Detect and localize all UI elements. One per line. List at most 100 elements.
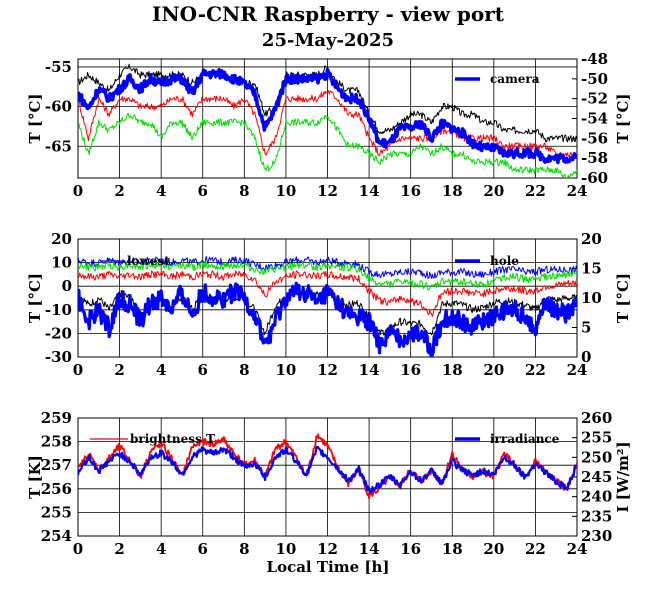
x-tick-label: 8 bbox=[239, 361, 249, 379]
x-tick-label: 0 bbox=[73, 361, 83, 379]
y-left-tick-label: 255 bbox=[41, 503, 72, 521]
x-tick-label: 4 bbox=[156, 182, 166, 200]
y-right-tick-label: 10 bbox=[581, 289, 602, 307]
y-right-tick-label: -48 bbox=[581, 50, 608, 68]
x-tick-label: 10 bbox=[275, 182, 296, 200]
y-axis-label-right: T [°C] bbox=[614, 93, 632, 143]
y-right-tick-label: 260 bbox=[581, 409, 612, 427]
y-axis-label-left: T [°C] bbox=[26, 273, 44, 323]
series-group bbox=[78, 433, 577, 500]
y-right-tick-label: 5 bbox=[581, 319, 591, 337]
y-right-tick-label: -60 bbox=[581, 169, 608, 187]
y-right-tick-label: -58 bbox=[581, 149, 608, 167]
chart-title: INO-CNR Raspberry - view port bbox=[152, 2, 505, 26]
x-tick-label: 6 bbox=[198, 540, 208, 558]
legend-label: lowest bbox=[127, 254, 170, 268]
x-tick-label: 24 bbox=[567, 361, 588, 379]
x-tick-label: 12 bbox=[317, 540, 338, 558]
y-left-tick-label: -65 bbox=[45, 137, 72, 155]
chart-panel-3: 0 2 4 6 8 10 12 14 16 18 20 22 242592582572562552542… bbox=[26, 409, 632, 558]
y-right-tick-label: 240 bbox=[581, 488, 612, 506]
legend-label: irradiance bbox=[490, 432, 560, 446]
x-tick-label: 20 bbox=[483, 361, 504, 379]
y-right-tick-label: 230 bbox=[581, 527, 612, 545]
series-line-black bbox=[78, 63, 577, 143]
x-tick-label: 22 bbox=[525, 182, 546, 200]
y-left-tick-label: 257 bbox=[41, 456, 72, 474]
y-left-tick-label: -60 bbox=[45, 98, 72, 116]
x-tick-label: 4 bbox=[156, 361, 166, 379]
series-line-blue bbox=[78, 256, 577, 279]
x-tick-label: 20 bbox=[483, 182, 504, 200]
y-right-tick-label: -50 bbox=[581, 70, 608, 88]
x-tick-label: 10 bbox=[275, 540, 296, 558]
y-left-tick-label: 10 bbox=[51, 254, 72, 272]
x-tick-label: 16 bbox=[400, 361, 421, 379]
series-group bbox=[78, 63, 577, 178]
x-tick-label: 10 bbox=[275, 361, 296, 379]
x-tick-label: 4 bbox=[156, 540, 166, 558]
x-tick-label: 24 bbox=[567, 182, 588, 200]
x-tick-label: 14 bbox=[359, 361, 380, 379]
y-right-tick-label: 20 bbox=[581, 230, 602, 248]
y-axis-label-right: I [W/m²] bbox=[614, 441, 632, 512]
x-tick-label: 12 bbox=[317, 361, 338, 379]
y-left-tick-label: -30 bbox=[45, 348, 72, 366]
chart-subtitle: 25-May-2025 bbox=[262, 30, 394, 51]
x-axis-label: Local Time [h] bbox=[267, 558, 390, 576]
y-left-tick-label: 254 bbox=[41, 527, 72, 545]
y-right-tick-label: 250 bbox=[581, 448, 612, 466]
x-tick-label: 2 bbox=[114, 540, 124, 558]
y-right-tick-label: 0 bbox=[581, 348, 591, 366]
x-tick-label: 18 bbox=[442, 182, 463, 200]
x-tick-label: 2 bbox=[114, 361, 124, 379]
y-left-tick-label: 258 bbox=[41, 433, 72, 451]
x-tick-label: 24 bbox=[567, 540, 588, 558]
y-axis-label-left: T [°C] bbox=[26, 93, 44, 143]
chart-panel-2: 0 2 4 6 8 10 12 14 16 18 20 22 2420100-10-20-3020151… bbox=[26, 230, 632, 379]
series-line-green bbox=[78, 260, 577, 291]
series-line-blue-right-axis bbox=[78, 67, 577, 165]
series-line-blue-right-axis bbox=[78, 445, 577, 494]
y-right-tick-label: -54 bbox=[581, 110, 608, 128]
x-tick-label: 16 bbox=[400, 182, 421, 200]
y-left-tick-label: 20 bbox=[51, 230, 72, 248]
x-tick-label: 20 bbox=[483, 540, 504, 558]
chart-panel-1: 0 2 4 6 8 10 12 14 16 18 20 22 24-55-60-65-48-50-52-… bbox=[26, 50, 632, 200]
x-tick-label: 14 bbox=[359, 182, 380, 200]
y-right-tick-label: -56 bbox=[581, 129, 608, 147]
y-left-tick-label: 0 bbox=[62, 277, 72, 295]
legend-label: brightness T bbox=[130, 432, 215, 446]
x-tick-label: 14 bbox=[359, 540, 380, 558]
series-line-blue-right-axis bbox=[78, 281, 577, 357]
x-tick-label: 22 bbox=[525, 361, 546, 379]
y-axis-label-right: T [°C] bbox=[614, 273, 632, 323]
x-tick-label: 12 bbox=[317, 182, 338, 200]
legend-label: camera bbox=[490, 72, 540, 86]
x-tick-label: 8 bbox=[239, 182, 249, 200]
y-left-tick-label: 259 bbox=[41, 409, 72, 427]
y-right-tick-label: 245 bbox=[581, 468, 612, 486]
x-tick-label: 22 bbox=[525, 540, 546, 558]
series-group bbox=[78, 256, 577, 357]
y-right-tick-label: 15 bbox=[581, 260, 602, 278]
x-tick-label: 8 bbox=[239, 540, 249, 558]
x-tick-label: 0 bbox=[73, 540, 83, 558]
y-left-tick-label: 256 bbox=[41, 480, 72, 498]
y-left-tick-label: -55 bbox=[45, 58, 72, 76]
series-line-green bbox=[78, 113, 577, 178]
series-line-red bbox=[78, 90, 577, 158]
y-axis-label-left: T [K] bbox=[26, 455, 44, 499]
x-tick-label: 16 bbox=[400, 540, 421, 558]
y-right-tick-label: 235 bbox=[581, 507, 612, 525]
y-left-tick-label: -20 bbox=[45, 324, 72, 342]
x-tick-label: 2 bbox=[114, 182, 124, 200]
x-tick-label: 18 bbox=[442, 540, 463, 558]
series-line-red bbox=[78, 270, 577, 317]
x-tick-label: 6 bbox=[198, 361, 208, 379]
y-right-tick-label: -52 bbox=[581, 90, 608, 108]
y-left-tick-label: -10 bbox=[45, 301, 72, 319]
x-tick-label: 6 bbox=[198, 182, 208, 200]
x-tick-label: 0 bbox=[73, 182, 83, 200]
